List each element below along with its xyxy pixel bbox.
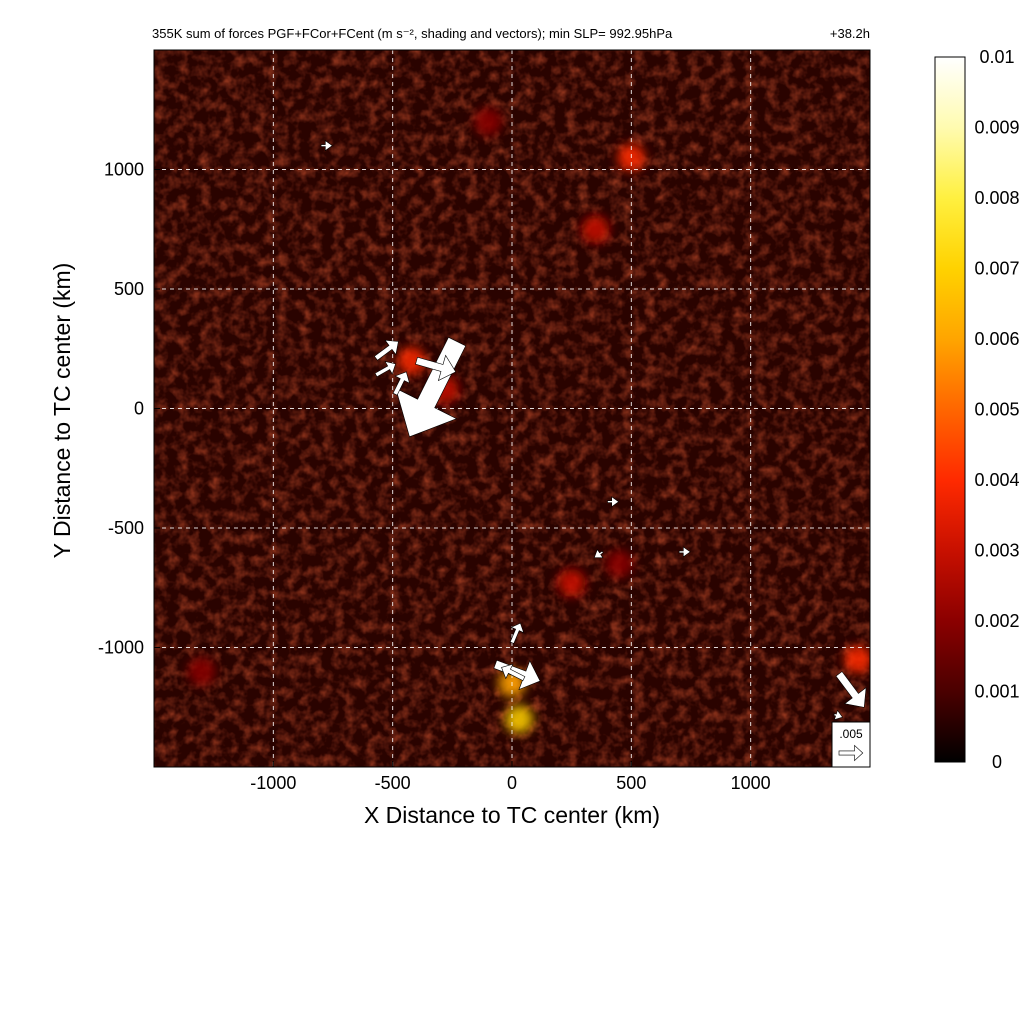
colorbar-tick-label: 0.005 [974, 400, 1019, 420]
force-vector [373, 339, 399, 361]
y-tick-label: 0 [134, 399, 144, 419]
force-vector [415, 354, 457, 382]
heatmap-hotspot [397, 346, 426, 375]
x-tick-label: 1000 [731, 773, 771, 793]
heatmap-hotspot [581, 215, 610, 244]
colorbar-tick-label: 0.001 [974, 682, 1019, 702]
x-tick-label: 0 [507, 773, 517, 793]
force-vector [374, 361, 396, 378]
heatmap-hotspot [474, 107, 503, 136]
heatmap-hotspot [557, 568, 586, 597]
force-vector [593, 548, 604, 559]
heatmap-hotspot [844, 645, 870, 674]
y-tick-label: -500 [108, 518, 144, 538]
force-vector [509, 622, 525, 644]
x-tick-label: -500 [375, 773, 411, 793]
reference-arrow [838, 744, 864, 762]
force-vector [501, 663, 526, 682]
reference-vector: .005 [831, 721, 871, 768]
axes: -1000 -500 0 500 1000 1000 500 0 -500 -1000 [98, 49, 871, 793]
force-vector [392, 371, 410, 396]
colorbar-tick-label: 0.01 [979, 47, 1014, 67]
y-axis-label: Y Distance to TC center (km) [49, 263, 75, 559]
x-tick-label: 500 [616, 773, 646, 793]
heatmap-hotspot [187, 657, 216, 686]
colorbar-tick-label: 0.004 [974, 470, 1019, 490]
colorbar-gradient [934, 56, 966, 763]
colorbar: 0.01 0.009 0.008 0.007 0.006 0.005 0.004 0.003 0… [934, 47, 1020, 772]
force-vectors [320, 140, 867, 721]
y-tick-label: -1000 [98, 638, 144, 658]
reference-vector-label: .005 [839, 727, 863, 741]
heatmap-hotspot [605, 549, 634, 578]
heatmap-texture [154, 50, 870, 767]
colorbar-tick-label: 0.007 [974, 259, 1019, 279]
x-tick-label: -1000 [250, 773, 296, 793]
colorbar-tick-label: 0.009 [974, 118, 1019, 138]
colorbar-tick-label: 0.002 [974, 611, 1019, 631]
reference-arrow-shape [838, 744, 864, 762]
chart-title: 355K sum of forces PGF+FCor+FCent (m s⁻²… [152, 26, 673, 41]
heatmap-hotspot [505, 705, 534, 734]
y-tick-label: 500 [114, 279, 144, 299]
colorbar-tick-label: 0 [992, 752, 1002, 772]
force-vector [320, 140, 333, 152]
force-vector [678, 546, 691, 558]
force-vector [607, 496, 620, 508]
colorbar-tick-label: 0.003 [974, 541, 1019, 561]
y-tick-label: 1000 [104, 160, 144, 180]
time-label: +38.2h [830, 26, 870, 41]
colorbar-tick-label: 0.006 [974, 329, 1019, 349]
force-vector [835, 671, 867, 708]
colorbar-tick-label: 0.008 [974, 188, 1019, 208]
plot-area [154, 50, 870, 767]
force-vector [833, 709, 844, 721]
x-axis-label: X Distance to TC center (km) [364, 802, 660, 828]
